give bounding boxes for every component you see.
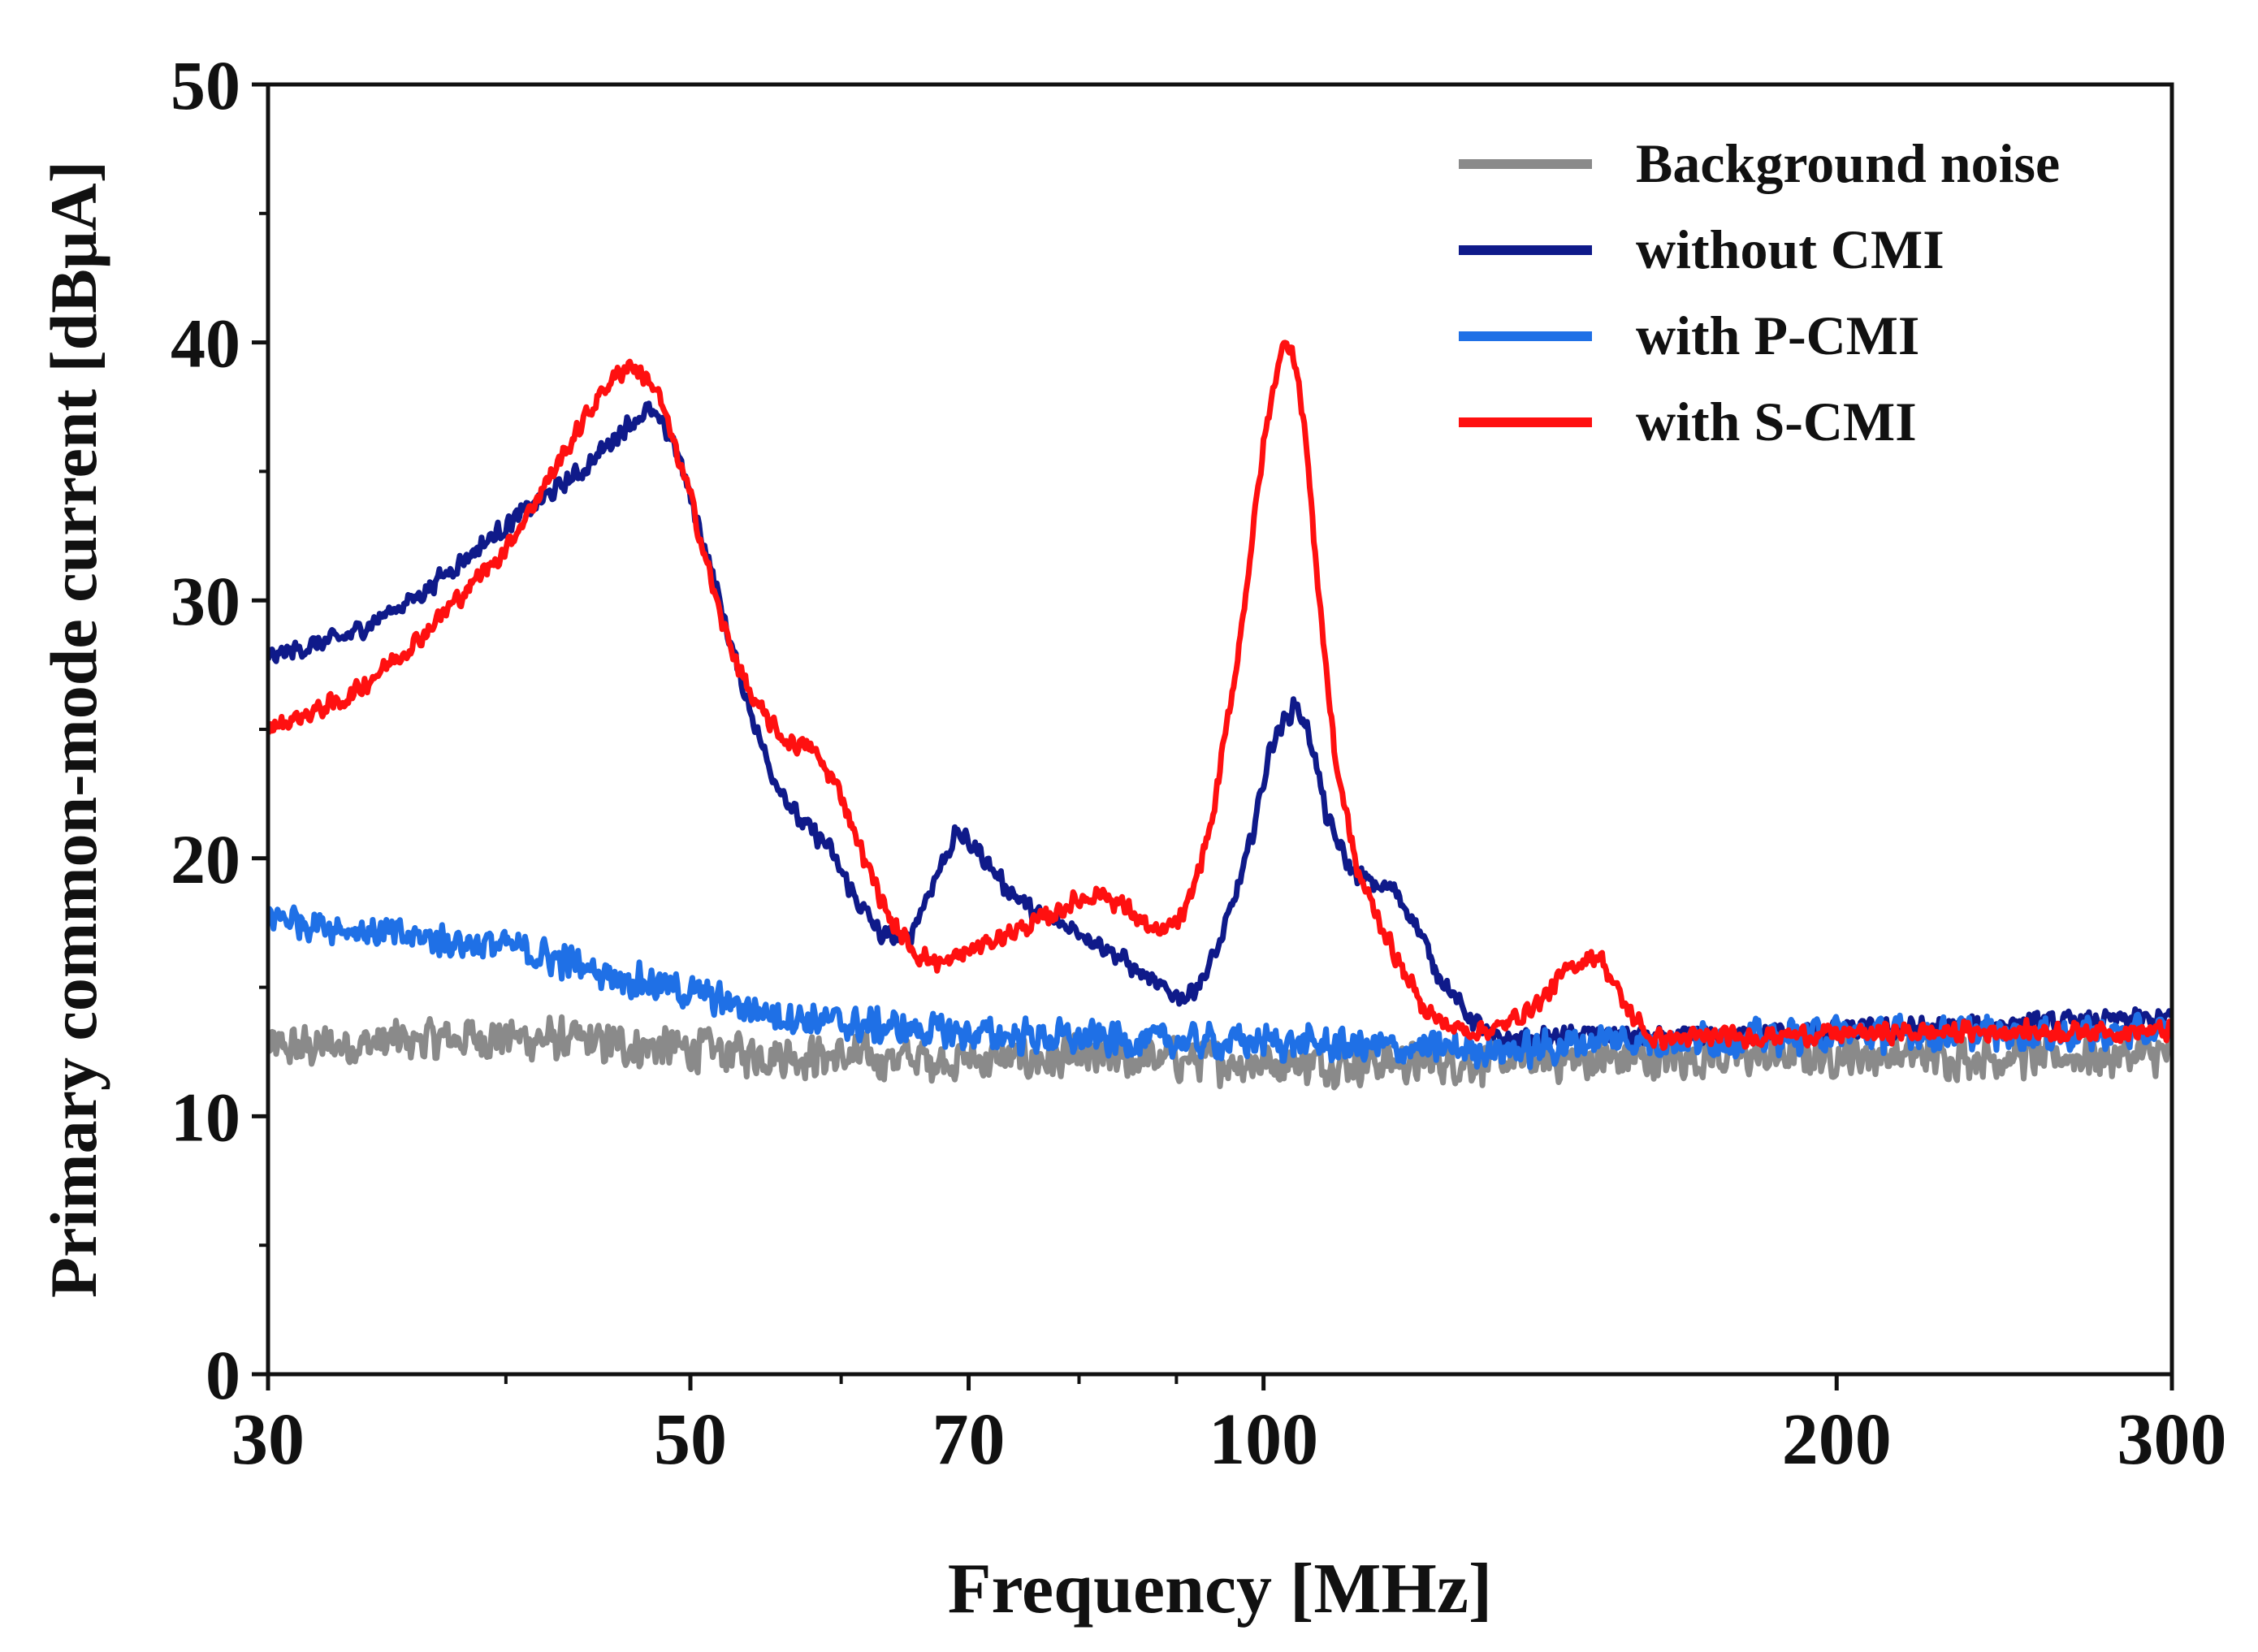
x-axis-title: Frequency [MHz] xyxy=(948,1550,1492,1628)
series-line-0 xyxy=(268,1014,2172,1091)
series-traces xyxy=(268,339,2172,1091)
y-tick-label: 10 xyxy=(171,1078,240,1156)
y-tick-label: 50 xyxy=(171,46,240,124)
x-tick-label: 200 xyxy=(1782,1399,1892,1480)
y-tick-label: 0 xyxy=(205,1336,240,1414)
series-line-2 xyxy=(268,904,2172,1070)
x-tick-label: 300 xyxy=(2117,1399,2227,1480)
y-tick-label: 30 xyxy=(171,562,240,640)
y-axis: 0 10 20 30 40 50 xyxy=(171,46,268,1414)
x-tick-label: 50 xyxy=(654,1399,727,1480)
y-tick-label: 40 xyxy=(171,305,240,383)
legend-label: without CMI xyxy=(1636,218,1944,280)
y-tick-label: 20 xyxy=(171,820,240,898)
series-line-3 xyxy=(268,339,2172,1051)
legend-label: with S-CMI xyxy=(1636,391,1917,452)
x-tick-label: 30 xyxy=(231,1399,305,1480)
x-axis: 30 50 70 100 200 300 xyxy=(231,1374,2227,1480)
legend-label: with P-CMI xyxy=(1636,305,1919,366)
legend: Background noise without CMI with P-CMI wit… xyxy=(1459,132,2060,452)
x-tick-label: 70 xyxy=(932,1399,1006,1480)
x-tick-label: 100 xyxy=(1209,1399,1318,1480)
legend-label: Background noise xyxy=(1636,132,2060,194)
y-axis-title: Primary common-mode current [dBμA] xyxy=(37,161,110,1298)
